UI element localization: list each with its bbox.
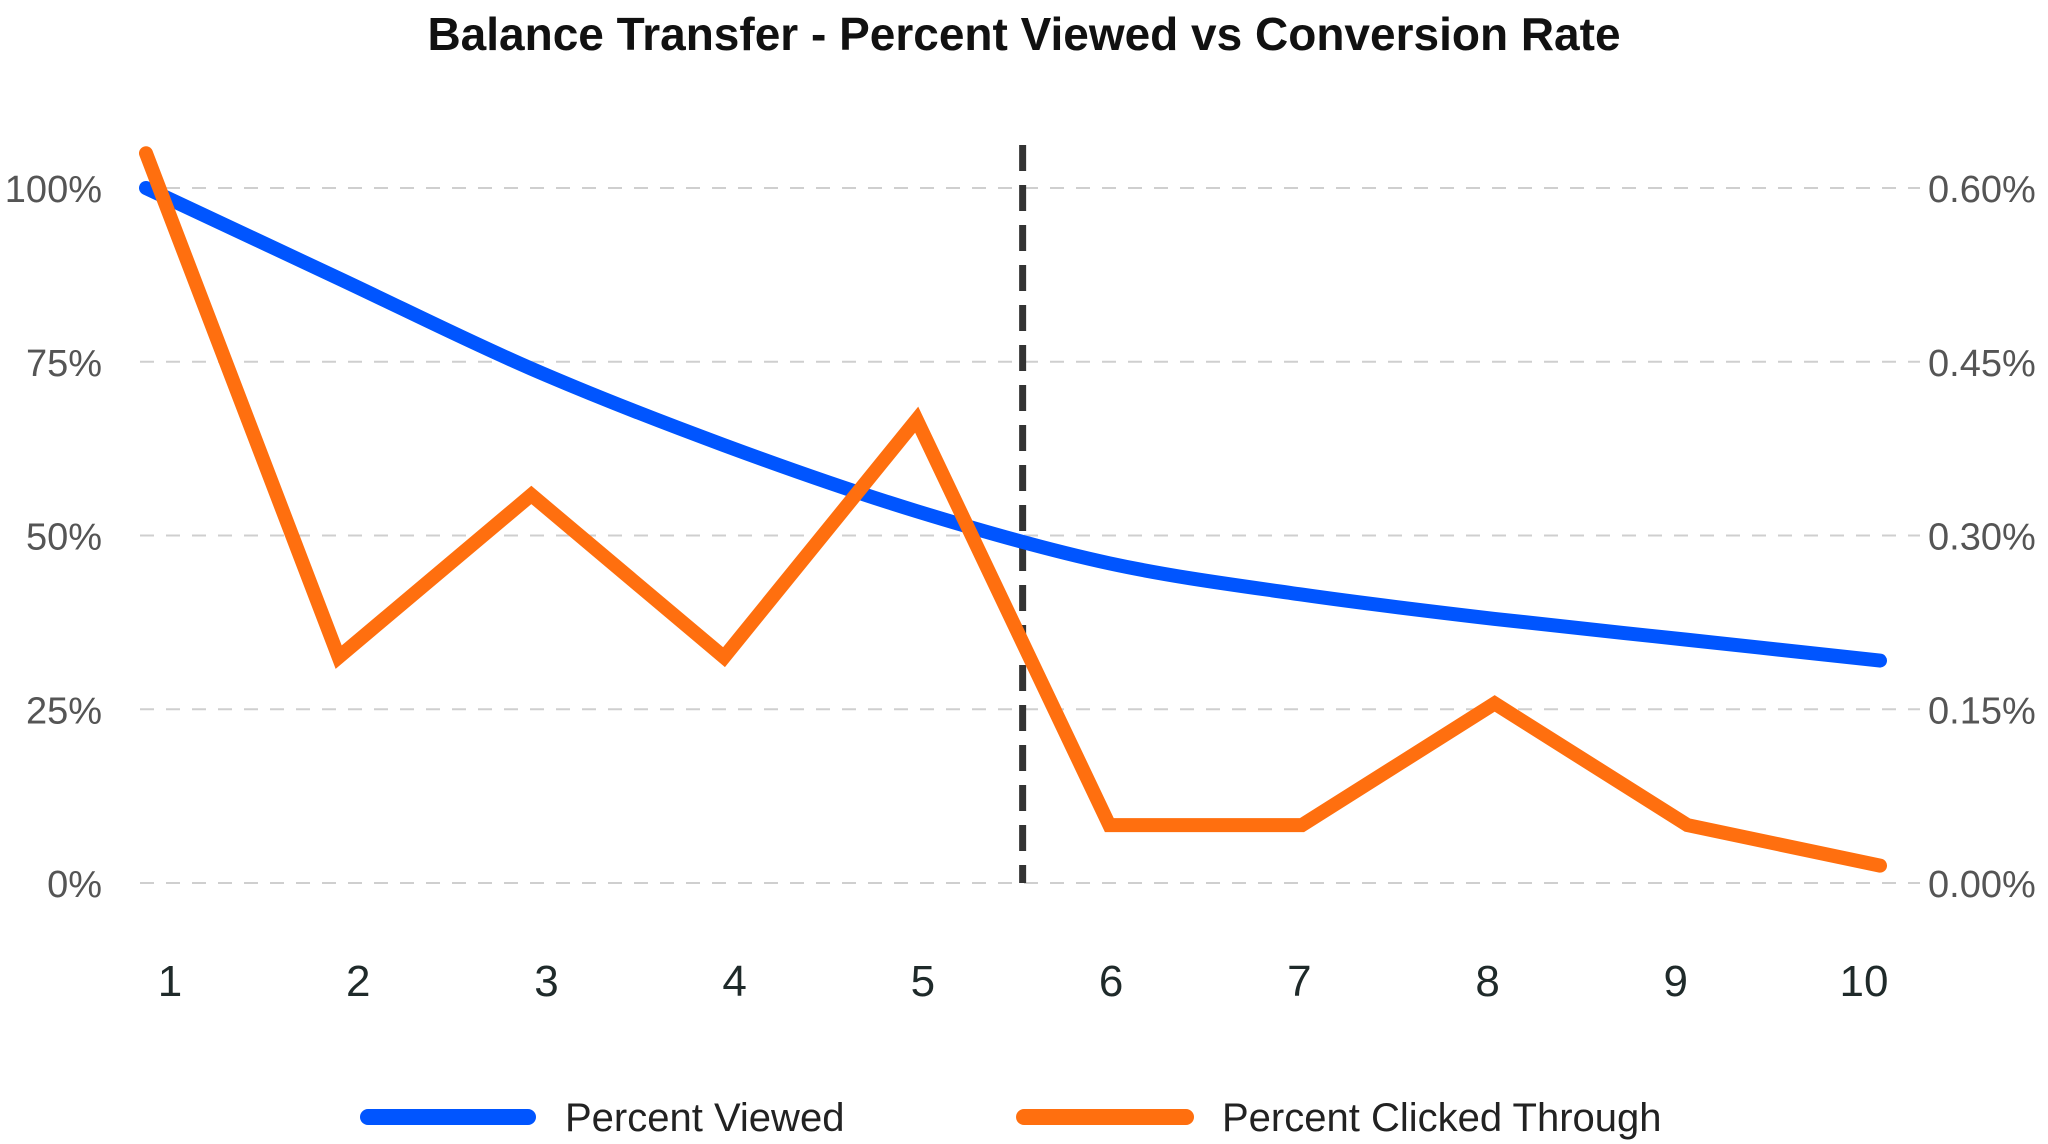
- data-point-percent-viewed: [1687, 639, 1688, 640]
- data-point-percent-clicked-through: [724, 657, 725, 658]
- chart-title: Balance Transfer - Percent Viewed vs Con…: [427, 8, 1620, 60]
- right-tick-label: 0.60%: [1928, 169, 2036, 211]
- left-axis-ticks: 0% 25% 50% 75% 100%: [5, 169, 102, 906]
- left-tick-label: 0%: [47, 864, 102, 906]
- data-point-percent-viewed: [338, 278, 339, 279]
- right-tick-label: 0.00%: [1928, 864, 2036, 906]
- data-point-percent-viewed: [724, 445, 725, 446]
- x-tick-label: 6: [1099, 957, 1123, 1006]
- data-point-percent-viewed: [531, 368, 532, 369]
- series-line-percent-viewed: [139, 181, 1887, 668]
- x-tick-label: 8: [1475, 957, 1499, 1006]
- legend: Percent Viewed Percent Clicked Through: [360, 1096, 1662, 1140]
- left-tick-label: 50%: [26, 517, 102, 559]
- data-point-percent-viewed: [916, 511, 917, 512]
- data-point-percent-viewed: [146, 188, 147, 189]
- x-tick-label: 10: [1840, 957, 1889, 1006]
- data-point-percent-viewed: [1302, 594, 1303, 595]
- legend-label-percent-viewed: Percent Viewed: [565, 1096, 844, 1140]
- right-axis-ticks: 0.00% 0.15% 0.30% 0.45% 0.60%: [1928, 169, 2036, 906]
- left-tick-label: 100%: [5, 169, 102, 211]
- x-tick-label: 5: [911, 957, 935, 1006]
- data-point-percent-viewed: [1109, 563, 1110, 564]
- x-tick-label: 1: [158, 957, 182, 1006]
- data-point-percent-viewed: [1880, 660, 1881, 661]
- right-tick-label: 0.15%: [1928, 690, 2036, 732]
- x-tick-label: 3: [534, 957, 558, 1006]
- x-tick-label: 9: [1664, 957, 1688, 1006]
- right-tick-label: 0.30%: [1928, 517, 2036, 559]
- x-tick-label: 4: [722, 957, 746, 1006]
- left-tick-label: 25%: [26, 690, 102, 732]
- data-point-percent-viewed: [1494, 618, 1495, 619]
- data-point-percent-clicked-through: [1880, 865, 1881, 866]
- x-tick-label: 7: [1287, 957, 1311, 1006]
- grid-layer: [140, 187, 1920, 884]
- x-axis-ticks: 1 2 3 4 5 6 7 8 9 10: [158, 957, 1889, 1006]
- left-tick-label: 75%: [26, 343, 102, 385]
- data-point-percent-clicked-through: [1109, 825, 1110, 826]
- legend-label-percent-clicked-through: Percent Clicked Through: [1222, 1096, 1662, 1140]
- data-point-percent-clicked-through: [916, 419, 917, 420]
- data-point-percent-clicked-through: [1687, 825, 1688, 826]
- data-point-percent-clicked-through: [146, 153, 147, 154]
- data-point-percent-clicked-through: [1302, 825, 1303, 826]
- right-tick-label: 0.45%: [1928, 343, 2036, 385]
- data-point-percent-clicked-through: [1494, 703, 1495, 704]
- x-tick-label: 2: [346, 957, 370, 1006]
- data-point-percent-clicked-through: [531, 494, 532, 495]
- series-layer: [139, 146, 1887, 873]
- data-point-percent-clicked-through: [338, 657, 339, 658]
- series-line-percent-clicked-through: [139, 146, 1887, 873]
